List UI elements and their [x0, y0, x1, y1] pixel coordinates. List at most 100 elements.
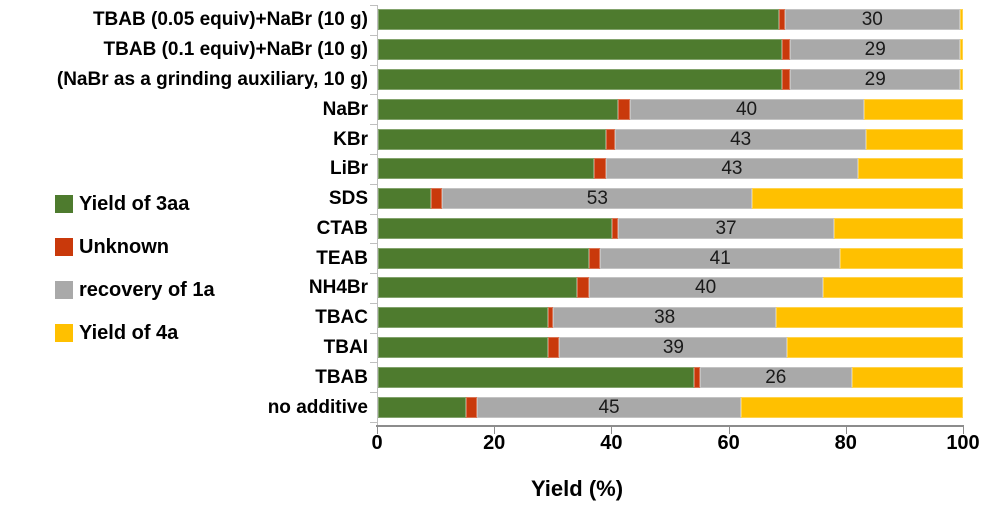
y-axis-tick: [370, 65, 377, 66]
x-axis-tick: [729, 427, 730, 434]
bar-libr: [378, 158, 963, 180]
segment-recovery-of-1a: [629, 98, 864, 120]
bar-tbai: [378, 337, 963, 359]
x-axis-tick: [377, 427, 378, 434]
bar-nh4br: [378, 277, 963, 299]
segment-unknown: [778, 9, 785, 31]
legend-label: Yield of 4a: [79, 321, 179, 344]
segment-yield-of-4a: [775, 307, 963, 329]
category-label-ctab: CTAB: [316, 217, 368, 239]
segment-unknown: [547, 337, 560, 359]
bar-nabr-as-a-grinding-auxiliary-10-g: [378, 68, 963, 90]
segment-unknown: [465, 396, 478, 418]
segment-yield-of-3aa: [378, 217, 612, 239]
segment-recovery-of-1a: [553, 307, 776, 329]
segment-unknown: [594, 158, 607, 180]
data-label: 37: [715, 217, 737, 239]
category-label-libr: LiBr: [330, 158, 368, 180]
category-label-tbac: TBAC: [315, 307, 368, 329]
segment-yield-of-3aa: [378, 337, 548, 359]
data-label: 26: [765, 366, 787, 388]
x-tick-label-20: 20: [483, 432, 506, 454]
segment-yield-of-4a: [740, 396, 963, 418]
segment-unknown: [588, 247, 601, 269]
segment-yield-of-3aa: [378, 68, 782, 90]
segment-yield-of-3aa: [378, 366, 694, 388]
data-label: 38: [654, 307, 676, 329]
category-label-tbab: TBAB: [315, 366, 368, 388]
segment-yield-of-3aa: [378, 247, 589, 269]
bar-no-additive: [378, 396, 963, 418]
bar-ctab: [378, 217, 963, 239]
segment-yield-of-4a: [863, 98, 963, 120]
bar-teab: [378, 247, 963, 269]
data-label: 40: [695, 277, 717, 299]
category-label-nh4br: NH4Br: [308, 277, 368, 299]
category-label-nabr-as-a-grinding-auxiliary-10-g: (NaBr as a grinding auxiliary, 10 g): [56, 68, 368, 90]
segment-yield-of-3aa: [378, 128, 607, 150]
segment-recovery-of-1a: [617, 217, 835, 239]
segment-unknown: [430, 188, 443, 210]
y-axis-tick: [370, 94, 377, 95]
category-label-tbab-0-1-equiv-nabr-10-g: TBAB (0.1 equiv)+NaBr (10 g): [103, 39, 368, 61]
segment-unknown: [617, 98, 630, 120]
segment-unknown: [606, 128, 615, 150]
segment-yield-of-4a: [787, 337, 963, 359]
y-axis-tick: [370, 154, 377, 155]
segment-yield-of-4a: [834, 217, 963, 239]
legend-swatch-icon: [55, 195, 73, 213]
legend-swatch-icon: [55, 238, 73, 256]
bar-tbab-0-05-equiv-nabr-10-g: [378, 9, 963, 31]
y-axis-tick: [370, 214, 377, 215]
bar-nabr: [378, 98, 963, 120]
data-label: 39: [662, 337, 684, 359]
y-axis-tick: [370, 303, 377, 304]
segment-yield-of-3aa: [378, 188, 431, 210]
category-label-tbai: TBAI: [323, 337, 368, 359]
data-label: 40: [735, 98, 758, 120]
segment-yield-of-4a: [960, 9, 963, 31]
segment-yield-of-3aa: [378, 396, 466, 418]
segment-yield-of-4a: [840, 247, 963, 269]
segment-recovery-of-1a: [442, 188, 753, 210]
bar-kbr: [378, 128, 963, 150]
segment-recovery-of-1a: [790, 39, 961, 61]
segment-yield-of-3aa: [378, 277, 577, 299]
segment-yield-of-4a: [851, 366, 963, 388]
data-label: 29: [864, 39, 886, 61]
segment-yield-of-3aa: [378, 158, 595, 180]
legend-label: Unknown: [79, 235, 169, 258]
segment-yield-of-4a: [866, 128, 963, 150]
segment-unknown: [693, 366, 700, 388]
x-axis-tick: [963, 427, 964, 434]
x-tick-label-0: 0: [371, 432, 383, 454]
legend-label: recovery of 1a: [79, 278, 215, 301]
data-label: 43: [730, 128, 752, 150]
segment-yield-of-4a: [960, 68, 963, 90]
legend-label: Yield of 3aa: [79, 192, 190, 215]
segment-yield-of-4a: [960, 39, 963, 61]
x-tick-label-60: 60: [717, 432, 740, 454]
x-tick-label-80: 80: [834, 432, 857, 454]
x-axis-tick: [846, 427, 847, 434]
legend-item-yield-of-3aa: Yield of 3aa: [55, 192, 215, 216]
y-axis-line: [377, 5, 378, 427]
x-axis-tick: [494, 427, 495, 434]
data-label: 45: [598, 396, 620, 418]
legend-swatch-icon: [55, 324, 73, 342]
segment-yield-of-4a: [752, 188, 963, 210]
legend-item-recovery-of-1a: recovery of 1a: [55, 278, 215, 302]
category-label-no-additive: no additive: [267, 396, 368, 418]
segment-yield-of-4a: [857, 158, 963, 180]
segment-recovery-of-1a: [699, 366, 852, 388]
segment-recovery-of-1a: [784, 9, 961, 31]
segment-recovery-of-1a: [588, 277, 823, 299]
y-axis-tick: [370, 333, 377, 334]
segment-unknown: [781, 68, 791, 90]
y-axis-tick: [370, 422, 377, 423]
segment-yield-of-4a: [822, 277, 963, 299]
segment-unknown: [612, 217, 618, 239]
y-axis-tick: [370, 124, 377, 125]
legend-swatch-icon: [55, 281, 73, 299]
